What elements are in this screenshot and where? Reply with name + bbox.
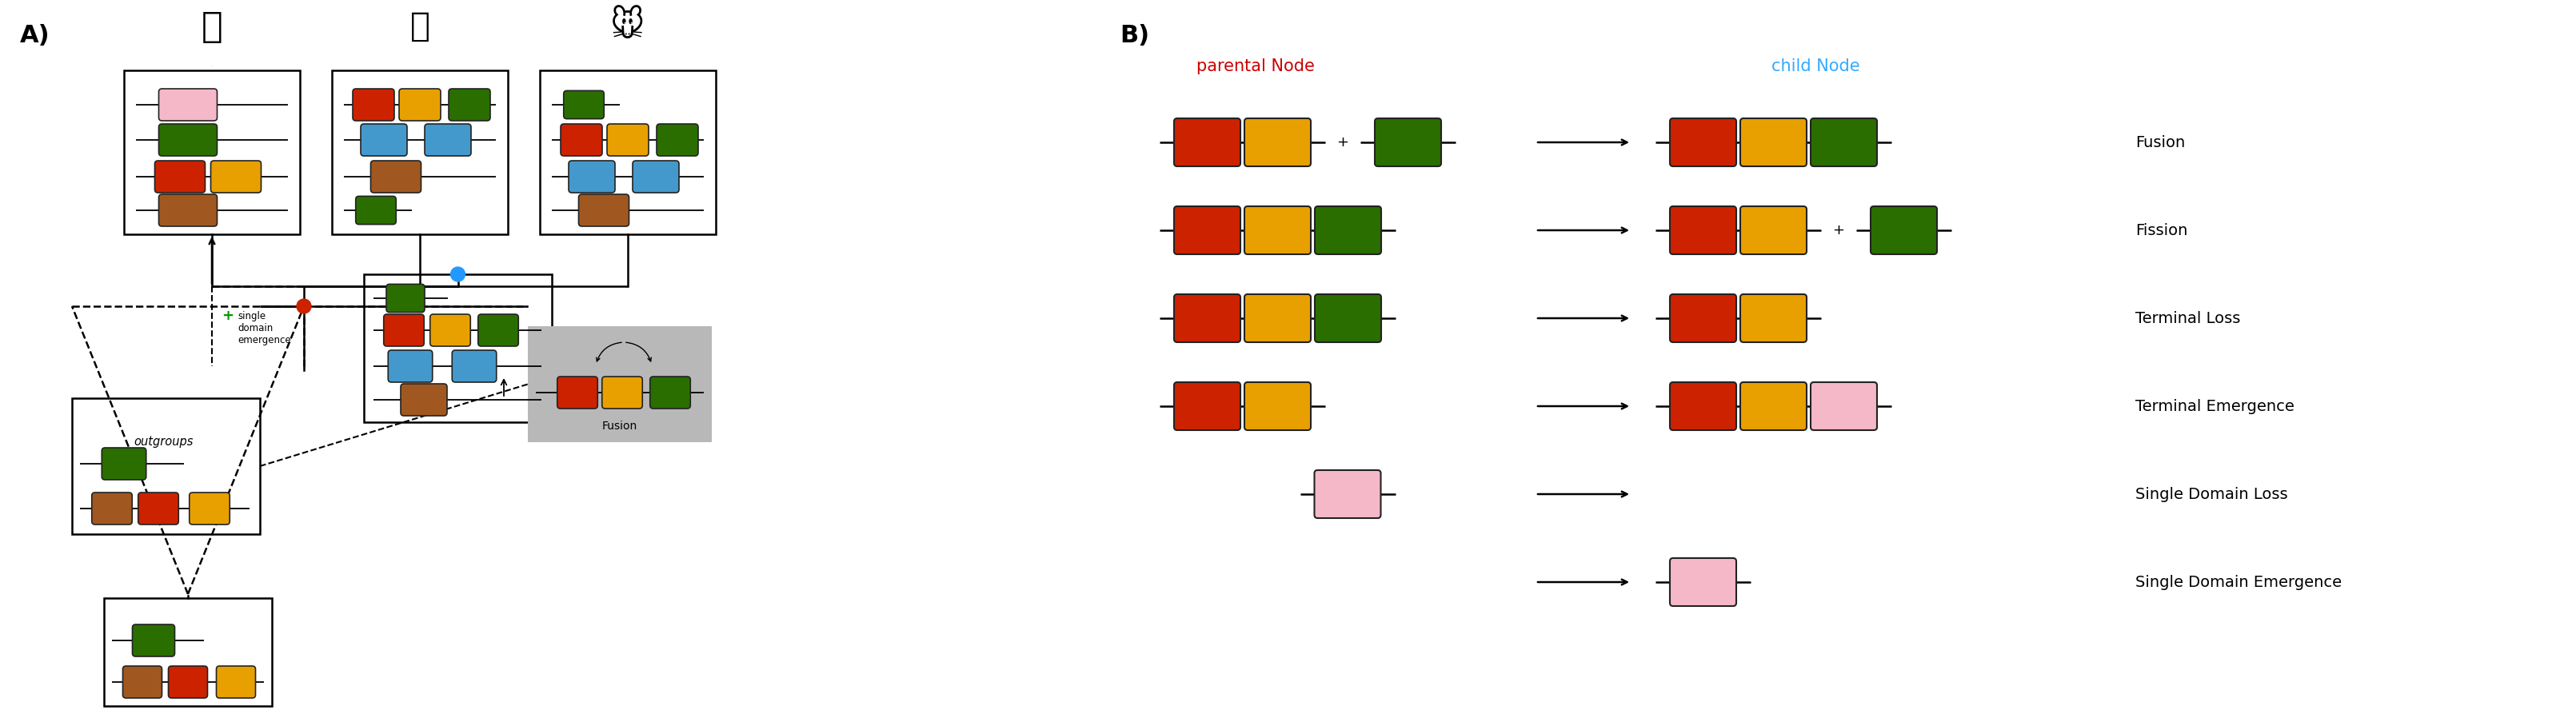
- Text: +: +: [1337, 135, 1350, 150]
- FancyBboxPatch shape: [649, 377, 690, 409]
- FancyBboxPatch shape: [1669, 206, 1736, 254]
- FancyBboxPatch shape: [384, 314, 425, 346]
- FancyBboxPatch shape: [389, 350, 433, 382]
- Text: +: +: [222, 309, 234, 323]
- FancyBboxPatch shape: [160, 124, 216, 156]
- Text: Single Domain Emergence: Single Domain Emergence: [2136, 574, 2342, 590]
- FancyBboxPatch shape: [634, 160, 680, 192]
- FancyBboxPatch shape: [1244, 206, 1311, 254]
- FancyBboxPatch shape: [1175, 382, 1242, 431]
- FancyBboxPatch shape: [657, 124, 698, 156]
- FancyBboxPatch shape: [1741, 118, 1806, 166]
- Bar: [541, 70, 716, 234]
- FancyBboxPatch shape: [1741, 294, 1806, 342]
- FancyBboxPatch shape: [160, 195, 216, 227]
- FancyBboxPatch shape: [1175, 206, 1242, 254]
- FancyBboxPatch shape: [451, 350, 497, 382]
- Text: 🦎: 🦎: [410, 9, 430, 43]
- FancyBboxPatch shape: [1811, 382, 1878, 431]
- Text: 🐭: 🐭: [611, 9, 644, 43]
- Text: B): B): [1121, 24, 1149, 47]
- FancyBboxPatch shape: [556, 377, 598, 409]
- FancyBboxPatch shape: [216, 666, 255, 698]
- FancyBboxPatch shape: [1244, 118, 1311, 166]
- FancyBboxPatch shape: [139, 492, 178, 524]
- FancyBboxPatch shape: [430, 314, 471, 346]
- FancyBboxPatch shape: [103, 448, 147, 480]
- FancyBboxPatch shape: [562, 124, 603, 156]
- FancyBboxPatch shape: [1669, 382, 1736, 431]
- FancyBboxPatch shape: [479, 314, 518, 346]
- FancyBboxPatch shape: [386, 284, 425, 312]
- FancyBboxPatch shape: [1175, 118, 1242, 166]
- FancyBboxPatch shape: [608, 124, 649, 156]
- FancyBboxPatch shape: [353, 89, 394, 121]
- FancyBboxPatch shape: [569, 160, 616, 192]
- Bar: [124, 70, 299, 234]
- FancyBboxPatch shape: [93, 492, 131, 524]
- Bar: [72, 398, 260, 534]
- Text: 🦟: 🦟: [201, 9, 222, 44]
- FancyBboxPatch shape: [191, 492, 229, 524]
- FancyBboxPatch shape: [1314, 206, 1381, 254]
- FancyBboxPatch shape: [355, 196, 397, 224]
- FancyBboxPatch shape: [1244, 294, 1311, 342]
- FancyBboxPatch shape: [361, 124, 407, 156]
- FancyBboxPatch shape: [160, 89, 216, 121]
- Text: A): A): [21, 24, 49, 47]
- Text: child Node: child Node: [1772, 58, 1860, 74]
- FancyBboxPatch shape: [564, 91, 603, 119]
- FancyBboxPatch shape: [1811, 118, 1878, 166]
- FancyBboxPatch shape: [1314, 470, 1381, 518]
- Circle shape: [451, 267, 466, 282]
- FancyBboxPatch shape: [1669, 118, 1736, 166]
- Text: Fusion: Fusion: [2136, 135, 2184, 150]
- FancyBboxPatch shape: [425, 124, 471, 156]
- FancyBboxPatch shape: [1741, 206, 1806, 254]
- Text: Terminal Loss: Terminal Loss: [2136, 311, 2241, 326]
- Text: outgroups: outgroups: [134, 436, 193, 448]
- FancyBboxPatch shape: [155, 160, 206, 192]
- Bar: [103, 598, 273, 706]
- Text: +: +: [1832, 223, 1844, 237]
- FancyBboxPatch shape: [1669, 294, 1736, 342]
- FancyBboxPatch shape: [1244, 382, 1311, 431]
- FancyBboxPatch shape: [399, 89, 440, 121]
- FancyBboxPatch shape: [167, 666, 209, 698]
- Text: single
domain
emergence: single domain emergence: [237, 311, 291, 346]
- FancyBboxPatch shape: [124, 666, 162, 698]
- Bar: [528, 326, 711, 442]
- FancyBboxPatch shape: [603, 377, 641, 409]
- FancyBboxPatch shape: [371, 160, 420, 192]
- FancyBboxPatch shape: [1376, 118, 1440, 166]
- FancyBboxPatch shape: [1175, 294, 1242, 342]
- Circle shape: [296, 299, 312, 314]
- FancyBboxPatch shape: [1314, 294, 1381, 342]
- FancyBboxPatch shape: [131, 624, 175, 656]
- Bar: [332, 70, 507, 234]
- Text: Fission: Fission: [2136, 223, 2187, 238]
- FancyBboxPatch shape: [1669, 558, 1736, 606]
- Text: Single Domain Loss: Single Domain Loss: [2136, 486, 2287, 502]
- FancyBboxPatch shape: [1870, 206, 1937, 254]
- Text: Fusion: Fusion: [603, 420, 636, 432]
- FancyBboxPatch shape: [211, 160, 260, 192]
- FancyBboxPatch shape: [402, 384, 448, 416]
- FancyBboxPatch shape: [580, 195, 629, 227]
- FancyBboxPatch shape: [448, 89, 489, 121]
- Bar: [363, 274, 551, 422]
- FancyBboxPatch shape: [1741, 382, 1806, 431]
- Text: Terminal Emergence: Terminal Emergence: [2136, 399, 2295, 414]
- Text: parental Node: parental Node: [1195, 58, 1314, 74]
